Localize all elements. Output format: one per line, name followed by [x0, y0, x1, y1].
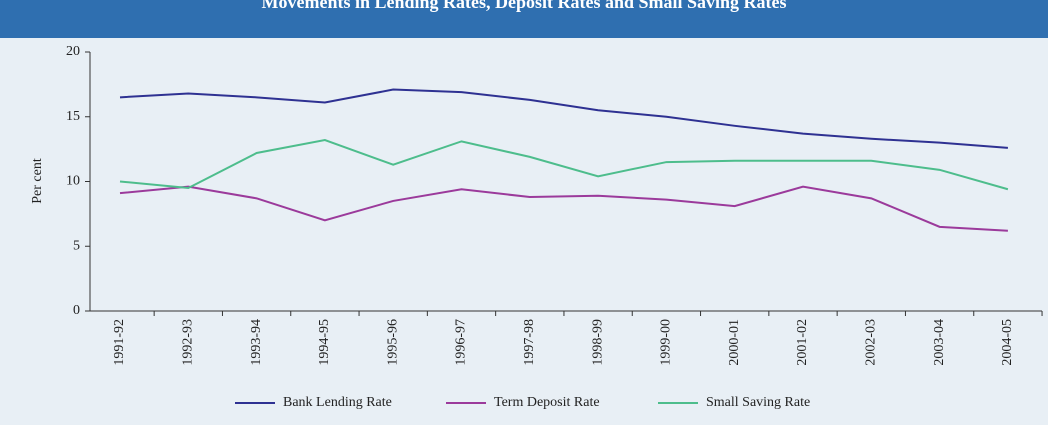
y-tick-label: 15 — [66, 109, 80, 124]
header-bar — [0, 0, 1048, 38]
x-tick-label: 1997-98 — [522, 319, 537, 366]
x-tick-label: 1999-00 — [659, 319, 674, 366]
data-line — [119, 185, 1008, 232]
y-tick-label: 10 — [66, 174, 80, 189]
y-tick-label: 20 — [66, 44, 80, 59]
legend-label: Term Deposit Rate — [494, 395, 600, 410]
legend-label: Bank Lending Rate — [283, 395, 392, 410]
x-tick-label: 1994-95 — [317, 319, 332, 366]
data-line — [119, 88, 1008, 149]
x-tick-label: 1995-96 — [385, 319, 400, 366]
x-tick-label: 1996-97 — [454, 319, 469, 366]
data-line — [119, 139, 1009, 191]
x-tick-label: 1992-93 — [181, 319, 196, 366]
x-tick-label: 1991-92 — [112, 319, 127, 366]
x-tick-label: 1993-94 — [249, 319, 264, 366]
y-tick-label: 5 — [73, 238, 80, 253]
x-tick-label: 2000-01 — [727, 319, 742, 366]
x-tick-label: 1998-99 — [590, 319, 605, 366]
x-tick-label: 2003-04 — [932, 319, 947, 366]
y-axis-label: Per cent — [30, 158, 45, 204]
x-tick-label: 2002-03 — [864, 319, 879, 366]
y-tick-label: 0 — [73, 303, 80, 318]
legend-label: Small Saving Rate — [706, 395, 810, 410]
chart-title: Movements in Lending Rates, Deposit Rate… — [261, 0, 786, 12]
x-tick-label: 2001-02 — [795, 319, 810, 366]
x-tick-label: 2004-05 — [1000, 319, 1015, 366]
